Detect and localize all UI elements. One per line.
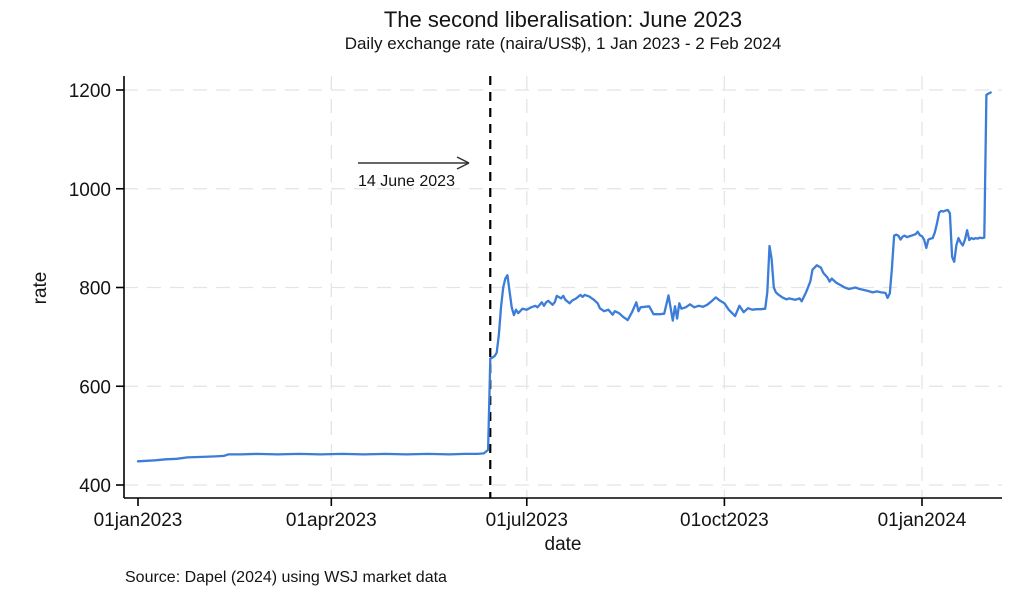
exchange-rate-line — [136, 91, 992, 463]
x-axis-title: date — [544, 534, 582, 555]
x-tick-label: 01oct2023 — [680, 510, 769, 531]
x-tick-label: 01apr2023 — [286, 510, 377, 531]
source-note: Source: Dapel (2024) using WSJ market da… — [125, 569, 447, 586]
y-tick-label: 800 — [79, 279, 111, 300]
x-tick-label: 01jan2023 — [94, 510, 183, 531]
annotation-label: 14 June 2023 — [358, 173, 455, 190]
chart-title: The second liberalisation: June 2023 — [383, 7, 743, 32]
x-tick-label: 01jul2023 — [486, 510, 568, 531]
chart-subtitle: Daily exchange rate (naira/US$), 1 Jan 2… — [344, 34, 782, 53]
x-tick-label: 01jan2024 — [878, 510, 967, 531]
annotation-arrowhead — [456, 162, 470, 170]
y-tick-label: 400 — [79, 476, 111, 497]
y-tick-label: 1200 — [69, 81, 111, 102]
y-tick-label: 1000 — [69, 180, 111, 201]
annotation-arrowhead — [456, 156, 470, 164]
y-tick-label: 600 — [79, 377, 111, 398]
